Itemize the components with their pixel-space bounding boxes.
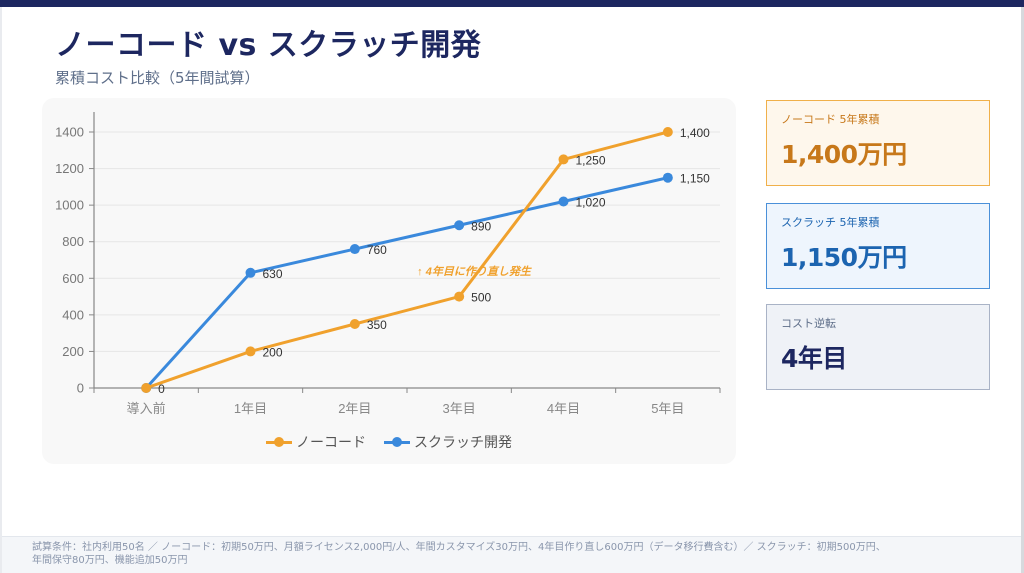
x-tick-label: 導入前 [127, 401, 166, 416]
footnote-line-2: 年間保守80万円、機能追加50万円 [32, 555, 188, 566]
legend-item-scratch[interactable]: スクラッチ開発 [384, 432, 512, 452]
data-label: 890 [471, 219, 491, 233]
page-subtitle: 累積コスト比較（5年間試算） [55, 69, 260, 87]
data-point [141, 383, 152, 393]
data-label: 350 [367, 318, 387, 332]
page-title: ノーコード vs スクラッチ開発 [55, 28, 482, 63]
data-point [558, 154, 569, 165]
kpi-value: 4年目 [781, 344, 847, 373]
data-point [245, 267, 256, 278]
left-border [0, 7, 2, 573]
data-label: 0 [158, 382, 165, 396]
y-tick-label: 600 [62, 271, 84, 286]
data-point [558, 196, 569, 207]
data-point [349, 244, 360, 255]
series-line-nocode [145, 130, 669, 390]
chart-legend: ノーコード スクラッチ開発 [42, 430, 736, 454]
data-point [454, 291, 465, 302]
footnote-line-1: 試算条件：社内利用50名 ／ ノーコード：初期50万円、月額ライセンス2,000… [32, 542, 886, 553]
legend-label-nocode: ノーコード [296, 435, 366, 451]
y-tick-label: 1200 [55, 161, 84, 176]
x-tick-label: 1年目 [234, 401, 267, 416]
data-label: 630 [263, 267, 283, 281]
data-label: 1,020 [576, 195, 606, 209]
data-point [245, 346, 256, 357]
data-label: 200 [263, 345, 283, 359]
data-label: 1,150 [680, 172, 710, 186]
assumptions-footnote: 試算条件：社内利用50名 ／ ノーコード：初期50万円、月額ライセンス2,000… [2, 536, 1021, 573]
top-accent-bar [0, 0, 1024, 7]
data-label: 1,400 [680, 126, 710, 140]
kpi-label: ノーコード 5年累積 [781, 113, 880, 126]
x-tick-label: 2年目 [338, 401, 371, 416]
rebuild-annotation: ↑ 4年目に作り直し発生 [417, 265, 532, 278]
series-line-scratch [145, 176, 669, 390]
data-label: 500 [471, 291, 491, 305]
kpi-value: 1,150万円 [781, 243, 907, 272]
x-tick-label: 4年目 [547, 401, 580, 416]
y-tick-label: 0 [77, 381, 84, 396]
kpi-value: 1,400万円 [781, 140, 907, 169]
legend-swatch-nocode [266, 436, 292, 448]
x-tick-label: 3年目 [443, 401, 476, 416]
kpi-label: スクラッチ 5年累積 [781, 216, 880, 229]
data-label: 1,250 [576, 153, 606, 167]
y-tick-label: 200 [62, 344, 84, 359]
kpi-card-nocode-total: ノーコード 5年累積 1,400万円 [766, 100, 990, 186]
data-label: 760 [367, 243, 387, 257]
legend-item-nocode[interactable]: ノーコード [266, 432, 366, 452]
chart-card: 0 200 400 600 800 1000 1200 1400 導入前 1年目 2年目 3年目 4年目… [42, 98, 736, 464]
kpi-card-scratch-total: スクラッチ 5年累積 1,150万円 [766, 203, 990, 289]
data-point [662, 127, 673, 137]
data-point [349, 319, 360, 329]
scrollbar[interactable] [1021, 7, 1024, 573]
legend-swatch-scratch [384, 436, 410, 448]
data-point [454, 220, 465, 231]
x-tick-label: 5年目 [651, 401, 684, 416]
y-tick-label: 800 [62, 234, 84, 249]
legend-label-scratch: スクラッチ開発 [414, 435, 512, 451]
kpi-label: コスト逆転 [781, 317, 836, 330]
y-tick-label: 400 [62, 307, 84, 322]
y-tick-label: 1400 [55, 125, 84, 140]
cumulative-cost-line-chart: 0 200 400 600 800 1000 1200 1400 導入前 1年目 2年目 3年目 4年目… [55, 112, 721, 416]
y-tick-label: 1000 [55, 198, 84, 213]
data-point [662, 172, 673, 183]
kpi-card-cost-reversal: コスト逆転 4年目 [766, 304, 990, 390]
